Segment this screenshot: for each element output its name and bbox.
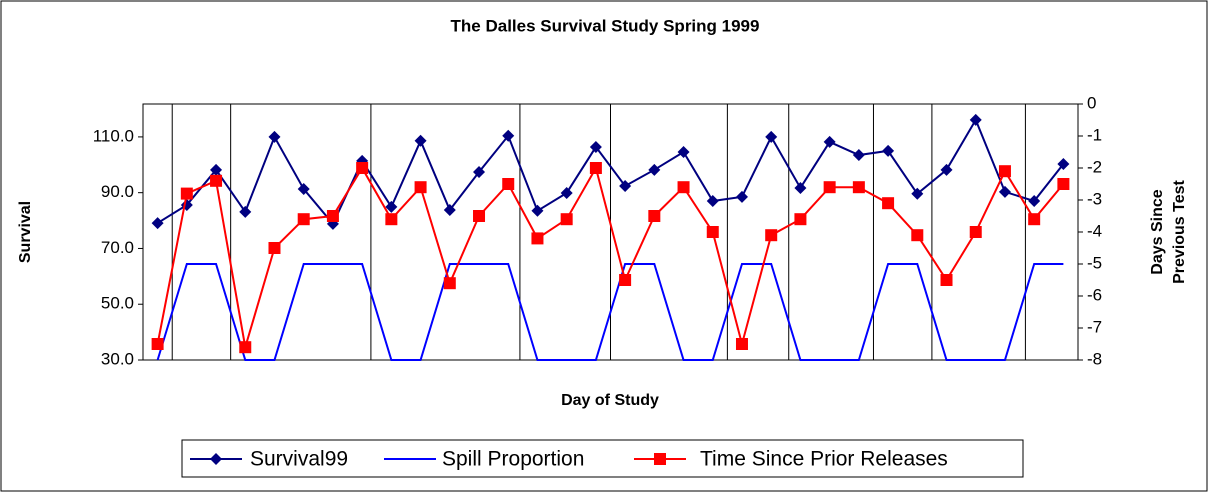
data-point xyxy=(151,217,164,230)
data-point xyxy=(940,163,953,176)
legend-text: Spill Proportion xyxy=(442,448,584,471)
data-point xyxy=(765,229,778,242)
data-point xyxy=(706,195,719,208)
y-tick-label: 110.0 xyxy=(93,126,134,145)
data-point xyxy=(297,183,310,196)
data-point xyxy=(502,129,515,142)
data-point xyxy=(852,149,865,162)
y2-tick-label: -6 xyxy=(1087,285,1102,304)
y2-tick-label: -7 xyxy=(1087,317,1102,336)
data-point xyxy=(969,113,982,126)
data-point xyxy=(794,213,807,226)
data-point xyxy=(648,210,661,222)
data-point xyxy=(911,229,924,242)
data-point xyxy=(589,162,602,174)
y2-tick-label: -2 xyxy=(1087,157,1102,176)
data-point xyxy=(1028,195,1041,208)
data-point xyxy=(735,338,748,350)
data-point xyxy=(619,274,632,286)
y-tick-label: 70.0 xyxy=(101,238,134,257)
data-point xyxy=(414,181,427,194)
data-point xyxy=(648,163,661,176)
data-point xyxy=(531,232,544,245)
data-point xyxy=(239,205,252,218)
data-point xyxy=(1057,157,1070,170)
data-point xyxy=(297,213,310,226)
chart-title: The Dalles Survival Study Spring 1999 xyxy=(451,16,760,35)
data-point xyxy=(1028,213,1041,226)
data-point xyxy=(619,179,632,192)
data-point xyxy=(385,213,398,226)
data-point xyxy=(882,197,895,210)
data-point xyxy=(180,187,193,200)
data-point xyxy=(239,341,252,354)
y-tick-label: 90.0 xyxy=(101,182,134,201)
y2-tick-label: -8 xyxy=(1087,349,1102,368)
data-point xyxy=(823,135,836,148)
y2-tick-label: -4 xyxy=(1087,221,1102,240)
y-tick-label: 50.0 xyxy=(101,294,134,313)
data-point xyxy=(268,130,281,143)
data-point xyxy=(940,274,953,286)
data-point xyxy=(473,210,486,222)
y2-axis-title: Previous Test xyxy=(1171,179,1188,283)
legend-marker xyxy=(654,453,666,465)
data-point xyxy=(443,277,456,290)
data-point xyxy=(385,200,398,213)
data-point xyxy=(560,186,573,199)
data-point xyxy=(969,226,982,238)
data-point xyxy=(473,166,486,179)
y2-tick-label: -1 xyxy=(1087,125,1102,144)
data-point xyxy=(443,203,456,216)
series-line xyxy=(156,263,1064,361)
x-axis-title: Day of Study xyxy=(561,392,659,409)
data-point xyxy=(560,213,573,226)
y2-axis-title: Days Since xyxy=(1149,189,1166,274)
data-point xyxy=(735,190,748,203)
data-point xyxy=(911,187,924,200)
data-point xyxy=(210,163,223,176)
y2-tick-label: 0 xyxy=(1087,93,1096,112)
data-point xyxy=(1057,178,1070,190)
data-point xyxy=(823,181,836,194)
data-point xyxy=(706,226,719,238)
data-point xyxy=(677,181,690,194)
data-point xyxy=(998,165,1011,178)
legend-text: Time Since Prior Releases xyxy=(700,448,948,471)
data-point xyxy=(998,185,1011,198)
y-axis-title: Survival xyxy=(17,201,34,263)
legend-box xyxy=(181,439,1024,478)
data-point xyxy=(210,174,223,187)
data-point xyxy=(531,204,544,217)
data-point xyxy=(356,162,369,174)
data-point xyxy=(151,338,164,350)
data-point xyxy=(794,181,807,194)
data-point xyxy=(414,134,427,147)
legend-text: Survival99 xyxy=(250,448,348,471)
y2-tick-label: -5 xyxy=(1087,253,1102,272)
data-point xyxy=(677,145,690,158)
legend-marker xyxy=(210,453,222,465)
data-point xyxy=(326,210,339,222)
y2-tick-label: -3 xyxy=(1087,189,1102,208)
series-line xyxy=(157,117,1065,226)
data-point xyxy=(268,242,281,254)
y-tick-label: 30.0 xyxy=(101,349,134,368)
data-point xyxy=(882,144,895,157)
data-point xyxy=(502,178,515,190)
data-point xyxy=(765,130,778,143)
data-point xyxy=(589,140,602,153)
data-point xyxy=(852,181,865,194)
